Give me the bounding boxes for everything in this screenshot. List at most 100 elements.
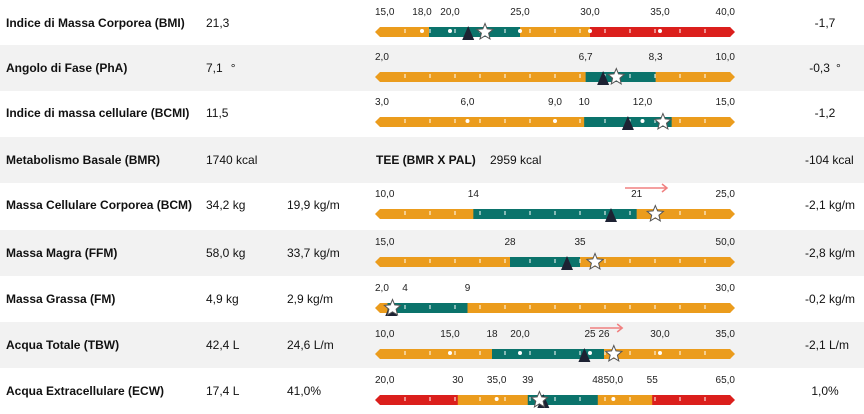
scale-label: 25,0 — [510, 7, 530, 18]
scale-dot — [658, 351, 662, 355]
reference-star-icon — [475, 22, 495, 40]
scale-dot — [588, 351, 592, 355]
row-9: Acqua Extracellulare (ECW) 17,4 L 41,0% 1,0… — [0, 368, 864, 414]
scale-dot — [611, 397, 616, 401]
current-value-triangle — [578, 348, 591, 362]
range-scale: 3,0 6,0 9,0 10 12,0 15,0 — [375, 97, 736, 130]
range-scale: 20,0 30 35,0 39 48 50,0 55 65,0 — [375, 375, 735, 408]
scale-end-left — [375, 72, 380, 82]
delta-text: -2,1 kg/m — [805, 198, 856, 212]
scale-segment — [380, 72, 586, 82]
scale-label: 14 — [468, 189, 480, 200]
row-value-normalized: 24,6 L/m — [287, 338, 334, 352]
scale-segment — [652, 395, 731, 405]
scale-end-left — [375, 395, 380, 405]
delta-text: 1,0% — [811, 384, 839, 398]
scale-label: 25 — [584, 329, 596, 340]
row-4: Metabolismo Basale (BMR) 1740 kcal TEE (BM… — [0, 137, 864, 183]
scale-label: 50,0 — [604, 375, 624, 386]
range-scale: 15,0 28 35 50,0 — [375, 237, 735, 270]
row-delta: -2,1 L/m — [805, 322, 849, 368]
row-label: Indice di Massa Corporea (BMI) — [6, 16, 185, 30]
scale-label: 30,0 — [650, 329, 670, 340]
row-label: Acqua Totale (TBW) — [6, 338, 120, 352]
scale-end-right — [730, 72, 735, 82]
reference-star-icon — [383, 298, 402, 316]
scale-segment — [527, 395, 599, 405]
row-value: 17,4 L — [206, 368, 239, 414]
scale-label: 15,0 — [375, 237, 395, 248]
scale-end-left — [375, 209, 380, 219]
scale-label: 15,0 — [716, 97, 736, 108]
scale-label: 15,0 — [440, 329, 460, 340]
scale-dot — [448, 351, 452, 355]
reference-star-icon — [653, 112, 673, 130]
scale-segment — [380, 349, 493, 359]
delta-text: -0,3 — [809, 61, 830, 75]
row-label: Massa Cellulare Corporea (BCM) — [6, 198, 193, 212]
scale-segment — [510, 257, 581, 267]
reference-star-icon — [585, 252, 605, 270]
row-value-normalized: 2,9 kg/m — [287, 292, 334, 306]
row-value-normalized: 41,0% — [287, 384, 322, 398]
scale-label: 18 — [486, 329, 498, 340]
scale-end-right — [730, 303, 735, 313]
scale-dot — [465, 119, 470, 123]
scale-dot — [588, 29, 592, 33]
scale-label: 2,0 — [375, 283, 389, 294]
current-value-triangle — [605, 208, 617, 222]
range-scale: 2,0 6,7 8,3 10,0 — [375, 52, 735, 85]
row-delta: -2,1 kg/m — [805, 182, 855, 228]
range-scale: 10,0 15,0 18 20,0 25 26 30,0 35,0 — [375, 323, 735, 362]
scale-label: 35 — [574, 237, 586, 248]
scale-label: 26 — [598, 329, 610, 340]
scale-label: 40,0 — [716, 7, 736, 18]
row-label: Massa Grassa (FM) — [6, 292, 116, 306]
current-value-triangle — [561, 256, 573, 270]
row-5: Massa Cellulare Corporea (BCM) 34,2 kg 19,… — [0, 182, 864, 228]
current-value-triangle — [621, 116, 634, 130]
row-delta: -2,8 kg/m — [805, 230, 855, 276]
range-scale: 15,0 18,0 20,0 25,0 30,0 35,0 40,0 — [375, 7, 736, 40]
scale-end-left — [375, 117, 380, 127]
scale-end-right — [730, 209, 735, 219]
scale-label: 9 — [465, 283, 471, 294]
reference-star-icon — [530, 390, 549, 408]
row-2: Angolo di Fase (PhA) 7,1 ° -0,3 ° 2,0 6,7 8,3 10… — [0, 45, 864, 91]
scale-label: 2,0 — [375, 52, 389, 63]
scale-label: 10,0 — [375, 329, 395, 340]
scale-label: 35,0 — [650, 7, 670, 18]
scale-segment — [380, 303, 388, 313]
scale-end-left — [375, 27, 380, 37]
scale-dot — [420, 29, 424, 33]
value-text: 58,0 kg — [206, 246, 246, 260]
row-label: Angolo di Fase (PhA) — [6, 61, 128, 75]
row-delta: -1,2 — [805, 90, 845, 136]
scale-label: 10 — [579, 97, 591, 108]
scale-label: 18,0 — [412, 7, 432, 18]
row-value: 34,2 kg — [206, 182, 245, 228]
row-6: Massa Magra (FFM) 58,0 kg 33,7 kg/m -2,8 kg… — [0, 230, 864, 276]
range-scale: 2,0 4 9 30,0 — [375, 283, 735, 316]
value-text: 1740 kcal — [206, 153, 258, 167]
delta-text: -1,2 — [814, 106, 836, 120]
scale-dot — [658, 29, 662, 33]
scale-end-right — [730, 27, 735, 37]
scale-end-right — [730, 395, 735, 405]
row-value: 11,5 — [206, 90, 228, 136]
scale-end-left — [375, 257, 380, 267]
scale-label: 6,0 — [461, 97, 475, 108]
scale-segment — [597, 395, 653, 405]
scale-label: 3,0 — [375, 97, 389, 108]
scale-label: 28 — [504, 237, 516, 248]
scale-segment — [429, 27, 521, 37]
value-unit: ° — [230, 61, 236, 75]
delta-text: -2,8 kg/m — [805, 246, 856, 260]
range-scale: 10,0 14 21 25,0 — [375, 183, 736, 222]
scale-end-left — [375, 349, 380, 359]
scale-end-right — [730, 117, 735, 127]
row-value: 4,9 kg — [206, 276, 239, 322]
scale-label: 25,0 — [716, 189, 736, 200]
scale-label: 55 — [647, 375, 659, 386]
